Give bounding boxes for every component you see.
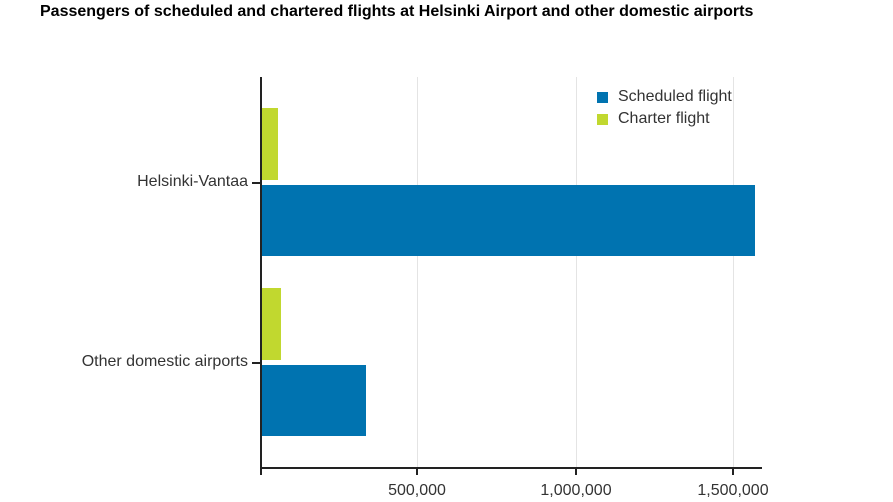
x-tick-500000	[416, 468, 418, 475]
legend-item-scheduled[interactable]: Scheduled flight	[597, 86, 732, 108]
x-axis-line	[260, 467, 762, 469]
x-tick-0	[260, 468, 262, 475]
chart-title: Passengers of scheduled and chartered fl…	[40, 3, 754, 20]
legend-label: Scheduled flight	[618, 88, 732, 105]
gridline-500000	[417, 77, 418, 468]
bar-other-scheduled[interactable]	[262, 365, 366, 436]
x-tick-label: 1,500,000	[697, 482, 769, 499]
x-tick-1000000	[575, 468, 577, 475]
legend-item-charter[interactable]: Charter flight	[597, 108, 732, 130]
bar-other-charter[interactable]	[262, 288, 281, 360]
gridline-1000000	[576, 77, 577, 468]
y-tick-other	[252, 362, 260, 364]
x-tick-1500000	[732, 468, 734, 475]
bar-helsinki-scheduled[interactable]	[262, 185, 755, 256]
y-tick-helsinki	[252, 182, 260, 184]
x-tick-label: 1,000,000	[540, 482, 612, 499]
legend-swatch-scheduled	[597, 91, 608, 103]
legend-label: Charter flight	[618, 110, 710, 127]
bar-helsinki-charter[interactable]	[262, 108, 278, 180]
legend-swatch-charter	[597, 113, 608, 125]
legend: Scheduled flight Charter flight	[597, 86, 732, 130]
y-label-helsinki: Helsinki-Vantaa	[137, 173, 248, 190]
y-label-other: Other domestic airports	[81, 353, 248, 370]
x-tick-label: 500,000	[388, 482, 446, 499]
y-axis-line	[260, 77, 262, 469]
gridline-1500000	[733, 77, 734, 468]
